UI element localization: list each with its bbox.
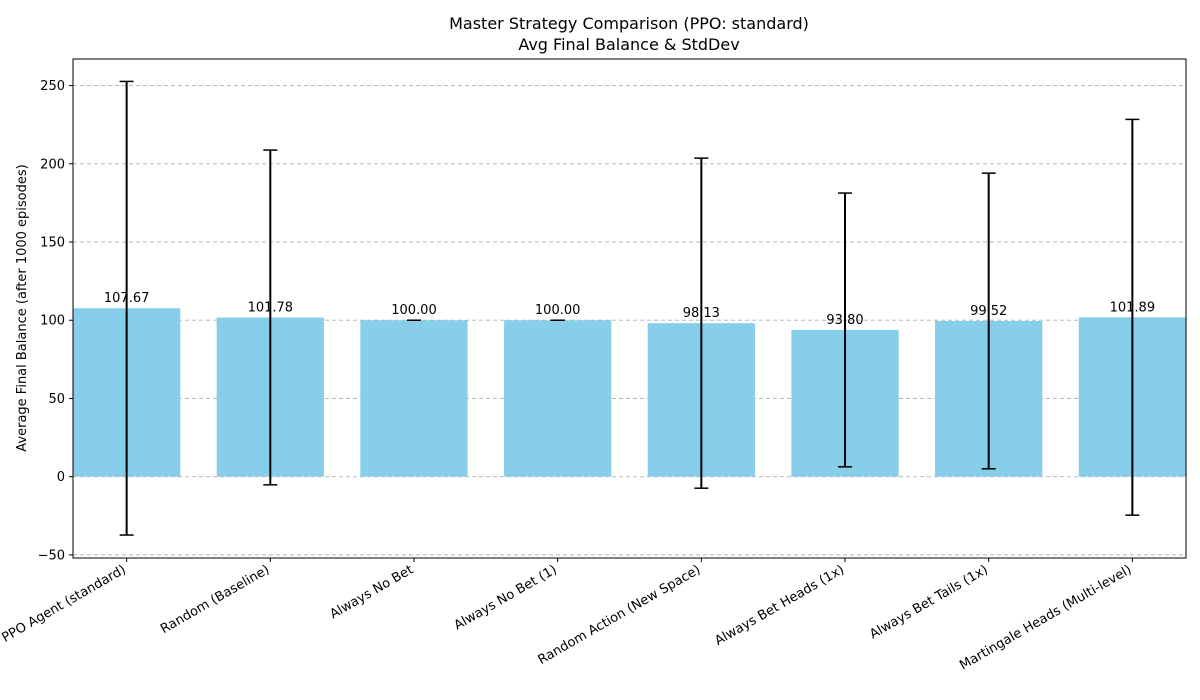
y-ticks: −50 0 50 100 150 200 250	[38, 79, 73, 563]
data-label: 100.00	[391, 303, 437, 318]
bar	[360, 320, 468, 477]
y-tick-label: 50	[48, 392, 65, 407]
data-label: 101.89	[1110, 300, 1156, 315]
chart-subtitle: Avg Final Balance & StdDev	[518, 35, 739, 54]
y-tick-label: 200	[40, 157, 65, 172]
y-axis-label: Average Final Balance (after 1000 episod…	[15, 164, 30, 451]
data-label: 99.52	[970, 304, 1007, 319]
chart-title: Master Strategy Comparison (PPO: standar…	[449, 14, 809, 33]
bars	[73, 308, 1186, 477]
y-tick-label: 250	[40, 79, 65, 94]
data-label: 107.67	[104, 291, 150, 306]
x-tick-label: Always Bet Tails (1x)	[867, 562, 990, 642]
x-tick-label: Always Bet Heads (1x)	[712, 562, 847, 648]
bar	[504, 320, 612, 477]
y-tick-label: 150	[40, 236, 65, 251]
data-label: 93.80	[826, 313, 863, 328]
x-tick-label: Random Action (New Space)	[536, 562, 704, 668]
x-ticks: PPO Agent (standard) Random (Baseline) Alw…	[0, 558, 1134, 673]
error-bars	[119, 80, 1140, 536]
y-tick-label: 0	[57, 470, 65, 485]
data-label: 101.78	[248, 300, 294, 315]
y-tick-label: −50	[38, 548, 65, 563]
data-labels: 107.67 101.78 100.00 100.00 98.13 93.80 99.52 1…	[104, 291, 1155, 328]
x-tick-label: Always No Bet	[327, 562, 416, 622]
x-tick-label: PPO Agent (standard)	[0, 562, 129, 645]
plot-frame	[72, 58, 1187, 559]
data-label: 100.00	[535, 303, 581, 318]
y-tick-label: 100	[40, 314, 65, 329]
x-tick-label: Always No Bet (1)	[452, 562, 560, 633]
data-label: 98.13	[683, 306, 720, 321]
x-tick-label: Random (Baseline)	[158, 562, 272, 637]
